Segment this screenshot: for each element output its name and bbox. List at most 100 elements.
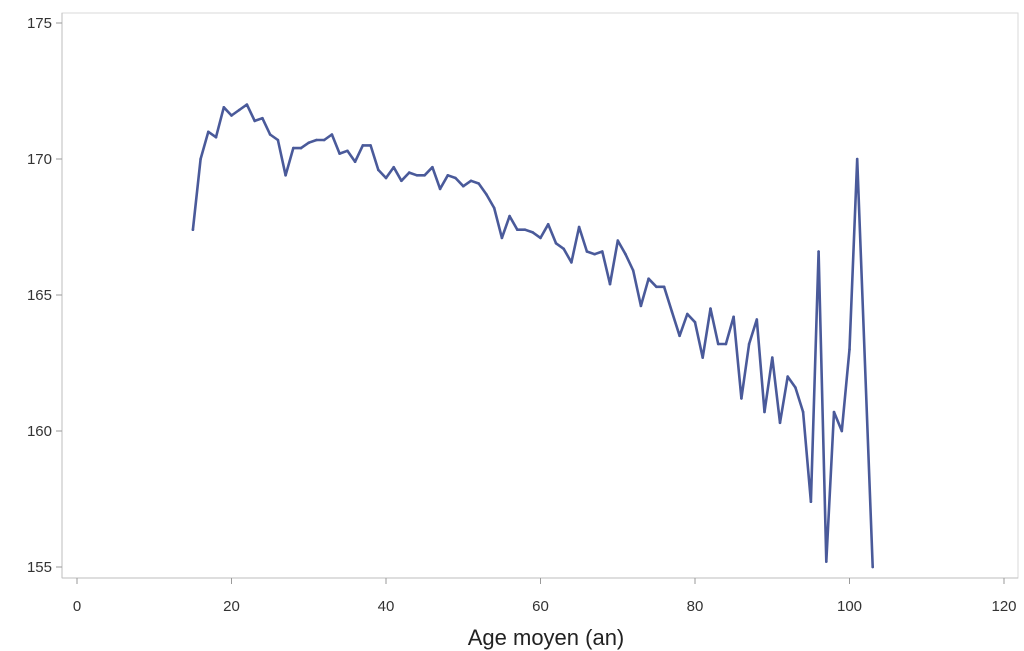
data-point (786, 375, 789, 378)
x-tick-label: 0 (73, 598, 81, 615)
data-point (284, 174, 287, 177)
data-point (554, 242, 558, 245)
data-point (276, 138, 280, 142)
data-point (384, 176, 388, 180)
data-point (191, 228, 195, 231)
data-point (848, 348, 851, 351)
data-point (732, 315, 735, 319)
data-point (616, 239, 620, 242)
data-point (570, 261, 573, 264)
data-point (662, 285, 666, 289)
x-tick-label: 20 (223, 598, 240, 615)
y-tick-label: 155 (27, 559, 52, 576)
x-tick-label: 100 (837, 598, 862, 615)
x-tick-label: 60 (532, 598, 549, 615)
data-point (693, 320, 697, 324)
data-point (585, 250, 589, 253)
data-point (747, 342, 751, 346)
data-point (245, 103, 249, 106)
data-point (794, 386, 797, 389)
data-point (709, 307, 712, 310)
data-point (832, 410, 836, 414)
series-line (191, 103, 874, 569)
data-point (268, 133, 272, 136)
data-point (346, 149, 349, 153)
data-point (199, 157, 202, 161)
x-tick-label: 120 (991, 598, 1016, 615)
data-point (322, 138, 326, 142)
y-tick-label: 165 (27, 287, 52, 304)
data-point (801, 410, 805, 414)
data-point (400, 179, 403, 183)
data-point (871, 565, 874, 569)
data-point (292, 146, 295, 150)
data-point (477, 182, 481, 185)
data-point (438, 187, 442, 191)
data-point (855, 157, 859, 161)
data-point (407, 171, 411, 174)
data-point (508, 214, 511, 218)
data-point (631, 269, 635, 272)
data-point (261, 116, 264, 120)
data-point (338, 152, 341, 155)
data-point (825, 560, 828, 563)
data-point (716, 342, 720, 346)
data-point (253, 119, 256, 123)
data-point (639, 304, 643, 308)
data-point (531, 231, 535, 234)
x-axis-title: Age moyen (an) (468, 625, 625, 650)
data-point (647, 277, 650, 281)
y-tick-label: 175 (27, 15, 52, 32)
data-point (330, 133, 334, 136)
data-point (577, 225, 581, 229)
data-point (655, 285, 658, 289)
data-point (207, 130, 210, 134)
data-point (423, 174, 426, 177)
data-point (214, 135, 218, 139)
data-point (369, 144, 372, 147)
data-point (431, 165, 434, 169)
data-point (230, 114, 233, 117)
data-point (593, 252, 596, 256)
x-tick-label: 80 (687, 598, 704, 615)
data-point (237, 108, 241, 112)
data-point (485, 193, 488, 196)
data-point (809, 500, 813, 504)
y-tick-label: 160 (27, 423, 52, 440)
data-point (500, 236, 504, 240)
data-point (492, 206, 496, 210)
data-point (299, 146, 303, 150)
data-point (392, 165, 396, 169)
data-point (353, 160, 357, 163)
y-axis-ticks: 155 160 165 170 175 (27, 15, 62, 576)
data-point (840, 429, 844, 433)
data-point (562, 247, 565, 251)
data-point (724, 342, 728, 346)
data-point (315, 138, 318, 142)
data-point (601, 250, 604, 253)
data-point (678, 334, 681, 338)
data-point (377, 168, 380, 172)
data-point (446, 174, 450, 177)
data-point (608, 282, 612, 286)
data-point (523, 228, 527, 231)
data-point (222, 106, 226, 109)
data-point (469, 179, 473, 183)
data-point (361, 144, 365, 147)
y-tick-label: 170 (27, 151, 52, 168)
data-point (670, 310, 674, 313)
data-point (516, 228, 519, 231)
data-point (539, 236, 542, 240)
data-point (415, 174, 419, 177)
data-point (701, 356, 704, 359)
x-tick-label: 40 (378, 598, 395, 615)
data-point (771, 356, 774, 359)
data-point (778, 421, 782, 425)
data-point (462, 184, 465, 188)
data-point (454, 176, 457, 180)
data-point (755, 318, 759, 321)
data-point (307, 141, 311, 144)
data-points (191, 103, 874, 569)
